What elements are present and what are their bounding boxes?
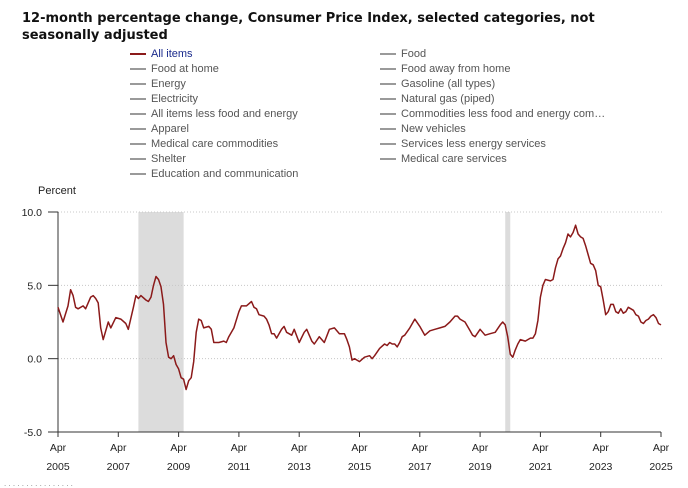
chart-title: 12-month percentage change, Consumer Pri… — [22, 11, 595, 43]
x-tick-year: 2021 — [529, 461, 553, 473]
footnote-fragment: . . . . . . . . . . . . . . . . — [4, 479, 73, 488]
legend-item-food-at-home[interactable]: Food at home — [130, 61, 219, 76]
legend-item-natural-gas-piped[interactable]: Natural gas (piped) — [380, 91, 495, 106]
legend-item-apparel[interactable]: Apparel — [130, 121, 189, 136]
legend-item-all-items[interactable]: All items — [130, 46, 193, 61]
legend-item-medical-care-services[interactable]: Medical care services — [380, 151, 507, 166]
y-tick-label: 5.0 — [27, 280, 42, 292]
chart-axes — [48, 211, 662, 437]
y-axis-label: Percent — [38, 185, 76, 197]
legend-swatch — [130, 157, 146, 160]
legend-swatch — [380, 157, 396, 160]
x-tick-year: 2013 — [288, 461, 312, 473]
y-tick-label: 10.0 — [22, 207, 43, 219]
legend-item-energy[interactable]: Energy — [130, 76, 186, 91]
series-layer — [57, 224, 662, 391]
legend-swatch — [130, 172, 146, 175]
legend-item-all-items-less-food-and-energy[interactable]: All items less food and energy — [130, 106, 298, 121]
legend-swatch — [380, 82, 396, 85]
legend-swatch — [130, 97, 146, 100]
legend-label: Education and communication — [151, 167, 299, 180]
legend-label: Energy — [151, 77, 186, 90]
legend-label: All items less food and energy — [151, 107, 298, 120]
legend-label: Apparel — [151, 122, 189, 135]
legend-swatch — [130, 67, 146, 70]
x-tick-year: 2023 — [589, 461, 613, 473]
legend-item-gasoline-all-types[interactable]: Gasoline (all types) — [380, 76, 495, 91]
legend-swatch — [130, 82, 146, 85]
x-tick-year: 2005 — [46, 461, 70, 473]
x-tick-month: Apr — [291, 442, 308, 454]
x-tick-year: 2009 — [167, 461, 191, 473]
legend-item-new-vehicles[interactable]: New vehicles — [380, 121, 466, 136]
legend-swatch — [380, 112, 396, 115]
legend-swatch — [130, 112, 146, 115]
legend-label: Services less energy services — [401, 137, 546, 150]
legend-swatch — [130, 127, 146, 130]
legend-label: Food away from home — [401, 62, 511, 75]
gridlines — [58, 211, 663, 360]
x-tick-year: 2017 — [408, 461, 432, 473]
legend-item-commodities-less-food-and-energy-com[interactable]: Commodities less food and energy com… — [380, 106, 605, 121]
recession-shading — [138, 212, 511, 432]
legend-label: Shelter — [151, 152, 186, 165]
legend-swatch — [380, 52, 396, 55]
y-tick-label: -5.0 — [24, 427, 42, 439]
legend-swatch — [130, 142, 146, 145]
legend-swatch — [380, 97, 396, 100]
x-tick-month: Apr — [653, 442, 670, 454]
tick-labels: 10.0 5.0 0.0 -5.0 Apr 2005 Apr 2007 Apr 2009 Apr 20… — [22, 207, 673, 473]
x-tick-year: 2007 — [107, 461, 131, 473]
x-tick-month: Apr — [532, 442, 549, 454]
recession-band — [505, 212, 511, 432]
recession-band — [138, 212, 184, 432]
legend-item-education-and-communication[interactable]: Education and communication — [130, 166, 298, 181]
x-tick-month: Apr — [50, 442, 67, 454]
legend-label: Electricity — [151, 92, 199, 105]
legend-swatch — [380, 127, 396, 130]
x-tick-year: 2011 — [228, 461, 251, 473]
legend-label: All items — [151, 47, 193, 60]
x-tick-month: Apr — [170, 442, 187, 454]
legend-swatch — [380, 142, 396, 145]
legend-label: Food at home — [151, 62, 219, 75]
legend-item-food[interactable]: Food — [380, 46, 426, 61]
legend-label: Food — [401, 47, 427, 60]
x-tick-year: 2019 — [468, 461, 492, 473]
y-tick-label: 0.0 — [27, 354, 42, 366]
x-tick-month: Apr — [351, 442, 368, 454]
legend-item-electricity[interactable]: Electricity — [130, 91, 198, 106]
legend-label: Medical care commodities — [151, 137, 279, 150]
legend-label: New vehicles — [401, 122, 466, 135]
legend-item-food-away-from-home[interactable]: Food away from home — [380, 61, 510, 76]
legend-label: Natural gas (piped) — [401, 92, 495, 105]
legend-swatch — [130, 52, 146, 55]
legend-swatch — [380, 67, 396, 70]
legend-item-services-less-energy-services[interactable]: Services less energy services — [380, 136, 546, 151]
series-line-all-items — [57, 224, 662, 391]
x-tick-year: 2025 — [649, 461, 673, 473]
x-tick-month: Apr — [593, 442, 610, 454]
legend-label: Gasoline (all types) — [401, 77, 496, 90]
x-tick-month: Apr — [110, 442, 127, 454]
legend-label: Medical care services — [401, 152, 507, 165]
x-tick-month: Apr — [472, 442, 489, 454]
legend-item-shelter[interactable]: Shelter — [130, 151, 186, 166]
x-tick-month: Apr — [412, 442, 429, 454]
legend-label: Commodities less food and energy com… — [401, 107, 606, 120]
x-tick-year: 2015 — [348, 461, 372, 473]
legend-item-medical-care-commodities[interactable]: Medical care commodities — [130, 136, 278, 151]
x-tick-month: Apr — [231, 442, 248, 454]
